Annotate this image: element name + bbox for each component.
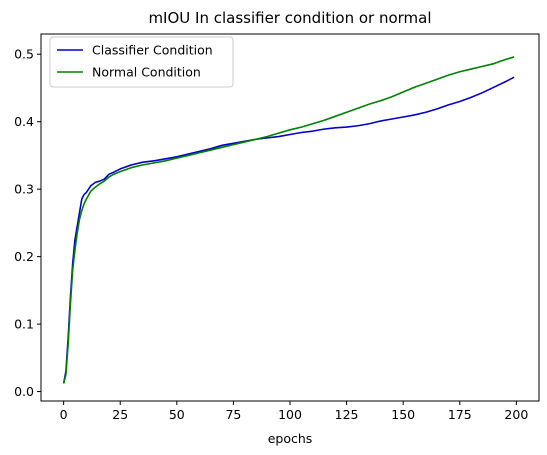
y-tick-label: 0.3	[14, 182, 34, 197]
x-axis-label: epochs	[268, 431, 313, 446]
x-tick-label: 100	[278, 407, 302, 422]
series-layer	[62, 56, 515, 384]
x-tick-label: 0	[60, 407, 68, 422]
x-tick-label: 175	[448, 407, 472, 422]
y-tick-label: 0.0	[14, 384, 34, 399]
x-tick-label: 200	[504, 407, 528, 422]
y-tick-label: 0.2	[14, 249, 34, 264]
chart-title: mIOU In classifier condition or normal	[148, 9, 431, 27]
series-line-classifier-condition	[62, 76, 515, 384]
legend-label-classifier: Classifier Condition	[92, 43, 213, 58]
y-tick-label: 0.4	[14, 114, 34, 129]
legend-label-normal: Normal Condition	[92, 65, 201, 80]
series-line-normal-condition	[62, 56, 515, 384]
legend-box	[49, 36, 234, 88]
y-tick-label: 0.5	[14, 47, 34, 62]
x-axis-ticks: 0 25 50 75 100 125 150 175 200	[60, 401, 528, 422]
x-tick-label: 25	[112, 407, 128, 422]
x-tick-label: 125	[335, 407, 359, 422]
x-tick-label: 50	[169, 407, 185, 422]
x-tick-label: 150	[391, 407, 415, 422]
legend: Classifier Condition Normal Condition	[49, 36, 234, 88]
x-tick-label: 75	[225, 407, 241, 422]
y-tick-label: 0.1	[14, 317, 34, 332]
y-axis-ticks: 0.0 0.1 0.2 0.3 0.4 0.5	[14, 47, 41, 399]
